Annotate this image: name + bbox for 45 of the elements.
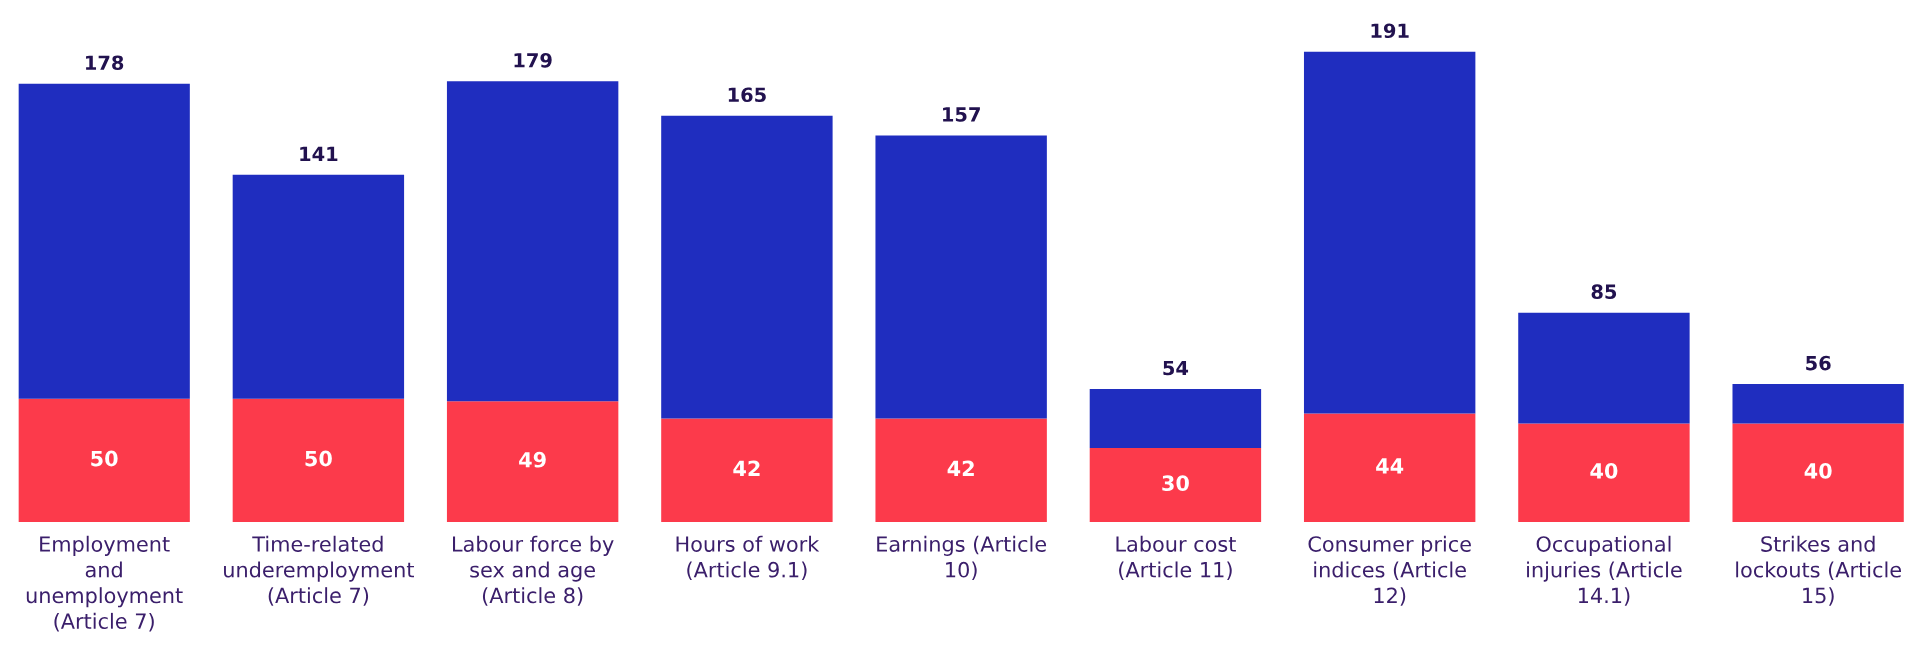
data-label: 44: [1376, 458, 1404, 474]
bar: [18, 83, 190, 399]
x-tick-label: Labour cost (Article 11): [1116, 535, 1236, 581]
total-label: 56: [1806, 355, 1831, 371]
x-tick-label: Hours of work (Article 9.1): [676, 535, 820, 581]
total-label: 85: [1591, 284, 1617, 300]
total-label: 178: [86, 55, 124, 71]
bar: [18, 398, 190, 522]
data-label: 49: [519, 451, 546, 468]
data-label: 42: [733, 460, 760, 476]
total-label: 141: [300, 146, 338, 161]
bar: [1303, 51, 1476, 414]
bar: [446, 401, 619, 522]
x-tick-label: Labour force by sex and age (Article 8): [453, 535, 614, 606]
total-label: 157: [943, 107, 980, 122]
bar: [232, 398, 405, 522]
total-label: 191: [1371, 23, 1409, 39]
data-label: 40: [1804, 462, 1832, 479]
x-tick-label: Occupational injuries (Article 14.1): [1527, 535, 1682, 606]
total-label: 54: [1163, 360, 1189, 376]
bar: [1732, 384, 1904, 424]
x-tick-label: Earnings (Article 10): [877, 535, 1047, 581]
total-label: 179: [514, 52, 552, 68]
data-label: 30: [1162, 475, 1189, 491]
bar: [232, 174, 405, 399]
data-label: 50: [305, 450, 332, 467]
total-label: 165: [728, 87, 766, 103]
bar: [446, 81, 619, 402]
bar: [1089, 388, 1262, 449]
bar: [1518, 423, 1690, 522]
data-label: 42: [947, 460, 974, 476]
bar: [875, 135, 1047, 419]
bar: [661, 115, 833, 419]
bar: [1732, 423, 1904, 522]
x-tick-label: Time-related underemployment (Article 7): [224, 535, 414, 606]
x-tick-label: Consumer price indices (Article 12): [1308, 535, 1471, 606]
bar: [875, 418, 1047, 522]
x-tick-label: Strikes and lockouts (Article 15): [1736, 535, 1902, 606]
bar: [1303, 413, 1476, 522]
bar: [661, 418, 833, 522]
bar: [1089, 448, 1262, 522]
x-tick-label: Employment and unemployment (Article 7): [26, 535, 183, 632]
data-label: 40: [1590, 462, 1618, 479]
bar: [1518, 312, 1690, 424]
data-label: 50: [91, 450, 118, 467]
